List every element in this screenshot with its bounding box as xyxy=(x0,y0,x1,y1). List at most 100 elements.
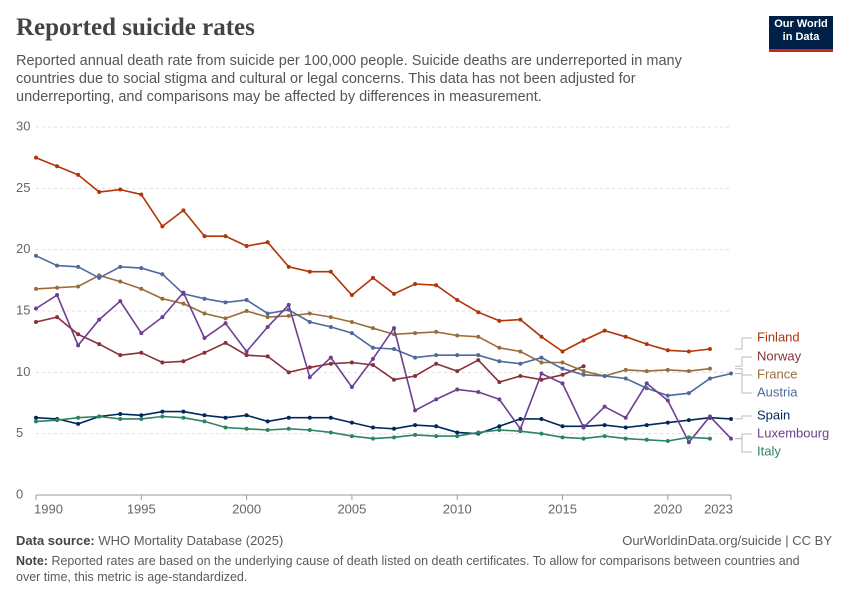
data-point xyxy=(97,190,102,195)
data-point xyxy=(76,172,81,177)
data-point xyxy=(265,354,270,359)
data-point xyxy=(539,334,544,339)
data-point xyxy=(707,414,712,419)
data-point xyxy=(729,436,733,441)
data-point xyxy=(181,409,186,414)
data-point xyxy=(55,315,60,320)
data-point xyxy=(97,275,102,280)
data-point xyxy=(455,387,460,392)
data-point xyxy=(539,360,544,365)
data-point xyxy=(686,391,691,396)
data-point xyxy=(118,416,123,421)
data-point xyxy=(55,285,60,290)
data-point xyxy=(202,335,207,340)
data-point xyxy=(265,324,270,329)
data-point xyxy=(560,424,565,429)
data-point xyxy=(181,290,186,295)
data-point xyxy=(644,386,649,391)
data-point xyxy=(539,431,544,436)
legend-label: Norway xyxy=(757,348,802,363)
source-url[interactable]: OurWorldinData.org/suicide | CC BY xyxy=(622,533,832,548)
data-point xyxy=(244,297,249,302)
logo-line: Our World xyxy=(774,18,828,30)
data-point xyxy=(34,286,38,291)
data-point xyxy=(581,436,586,441)
data-point xyxy=(539,377,544,382)
data-point xyxy=(729,416,733,421)
data-point xyxy=(370,326,375,331)
data-point xyxy=(160,296,165,301)
data-point xyxy=(139,413,144,418)
data-point xyxy=(623,425,628,430)
data-point xyxy=(539,371,544,376)
y-tick-label: 10 xyxy=(16,364,30,379)
data-point xyxy=(118,279,123,284)
data-point xyxy=(476,389,481,394)
data-point xyxy=(518,317,523,322)
data-point xyxy=(181,301,186,306)
data-point xyxy=(349,320,354,325)
data-point xyxy=(244,309,249,313)
data-point xyxy=(413,374,418,379)
data-point xyxy=(392,426,397,431)
data-point xyxy=(434,353,439,358)
data-point xyxy=(328,315,333,320)
data-point xyxy=(349,385,354,390)
data-point xyxy=(307,415,312,420)
data-point xyxy=(202,413,207,418)
data-point xyxy=(160,224,165,229)
legend-label: Austria xyxy=(757,384,798,399)
data-point xyxy=(76,264,81,269)
legend-label: Finland xyxy=(757,329,800,344)
label-connector xyxy=(735,415,752,420)
data-point xyxy=(244,426,249,431)
data-point xyxy=(686,349,691,354)
legend-label: Spain xyxy=(757,407,790,422)
series-line xyxy=(35,156,710,353)
data-point xyxy=(223,425,228,430)
data-point xyxy=(497,380,502,385)
data-point xyxy=(476,430,481,435)
data-point xyxy=(729,371,733,376)
data-point xyxy=(497,345,502,350)
legend-label: Italy xyxy=(757,443,781,458)
data-point xyxy=(223,234,228,239)
data-point xyxy=(413,423,418,428)
data-point xyxy=(560,435,565,440)
legend-label: Luxembourg xyxy=(757,425,829,440)
label-connector xyxy=(735,356,752,367)
data-point xyxy=(139,192,144,197)
data-point xyxy=(497,424,502,429)
data-point xyxy=(476,353,481,358)
data-point xyxy=(97,414,102,419)
data-point xyxy=(160,272,165,277)
data-point xyxy=(265,240,270,245)
x-tick-label: 2005 xyxy=(337,501,366,516)
data-point xyxy=(328,361,333,366)
data-point xyxy=(265,419,270,424)
data-point xyxy=(349,434,354,439)
data-point xyxy=(518,349,523,354)
data-point xyxy=(392,435,397,440)
data-point xyxy=(623,334,628,339)
data-point xyxy=(707,366,712,371)
data-point xyxy=(34,155,38,160)
data-point xyxy=(55,164,60,169)
label-connector xyxy=(735,438,752,453)
data-point xyxy=(413,355,418,360)
data-point xyxy=(602,374,607,379)
label-connector xyxy=(735,433,752,440)
data-point xyxy=(560,349,565,354)
data-point xyxy=(623,415,628,420)
data-point xyxy=(665,420,670,425)
data-point xyxy=(644,369,649,374)
note-text: Reported rates are based on the underlyi… xyxy=(16,554,800,584)
data-point xyxy=(118,412,123,417)
data-point xyxy=(623,376,628,381)
data-point xyxy=(476,334,481,339)
data-point xyxy=(55,293,60,298)
data-point xyxy=(413,282,418,287)
data-point xyxy=(160,409,165,414)
logo[interactable]: Our World in Data xyxy=(769,16,833,52)
